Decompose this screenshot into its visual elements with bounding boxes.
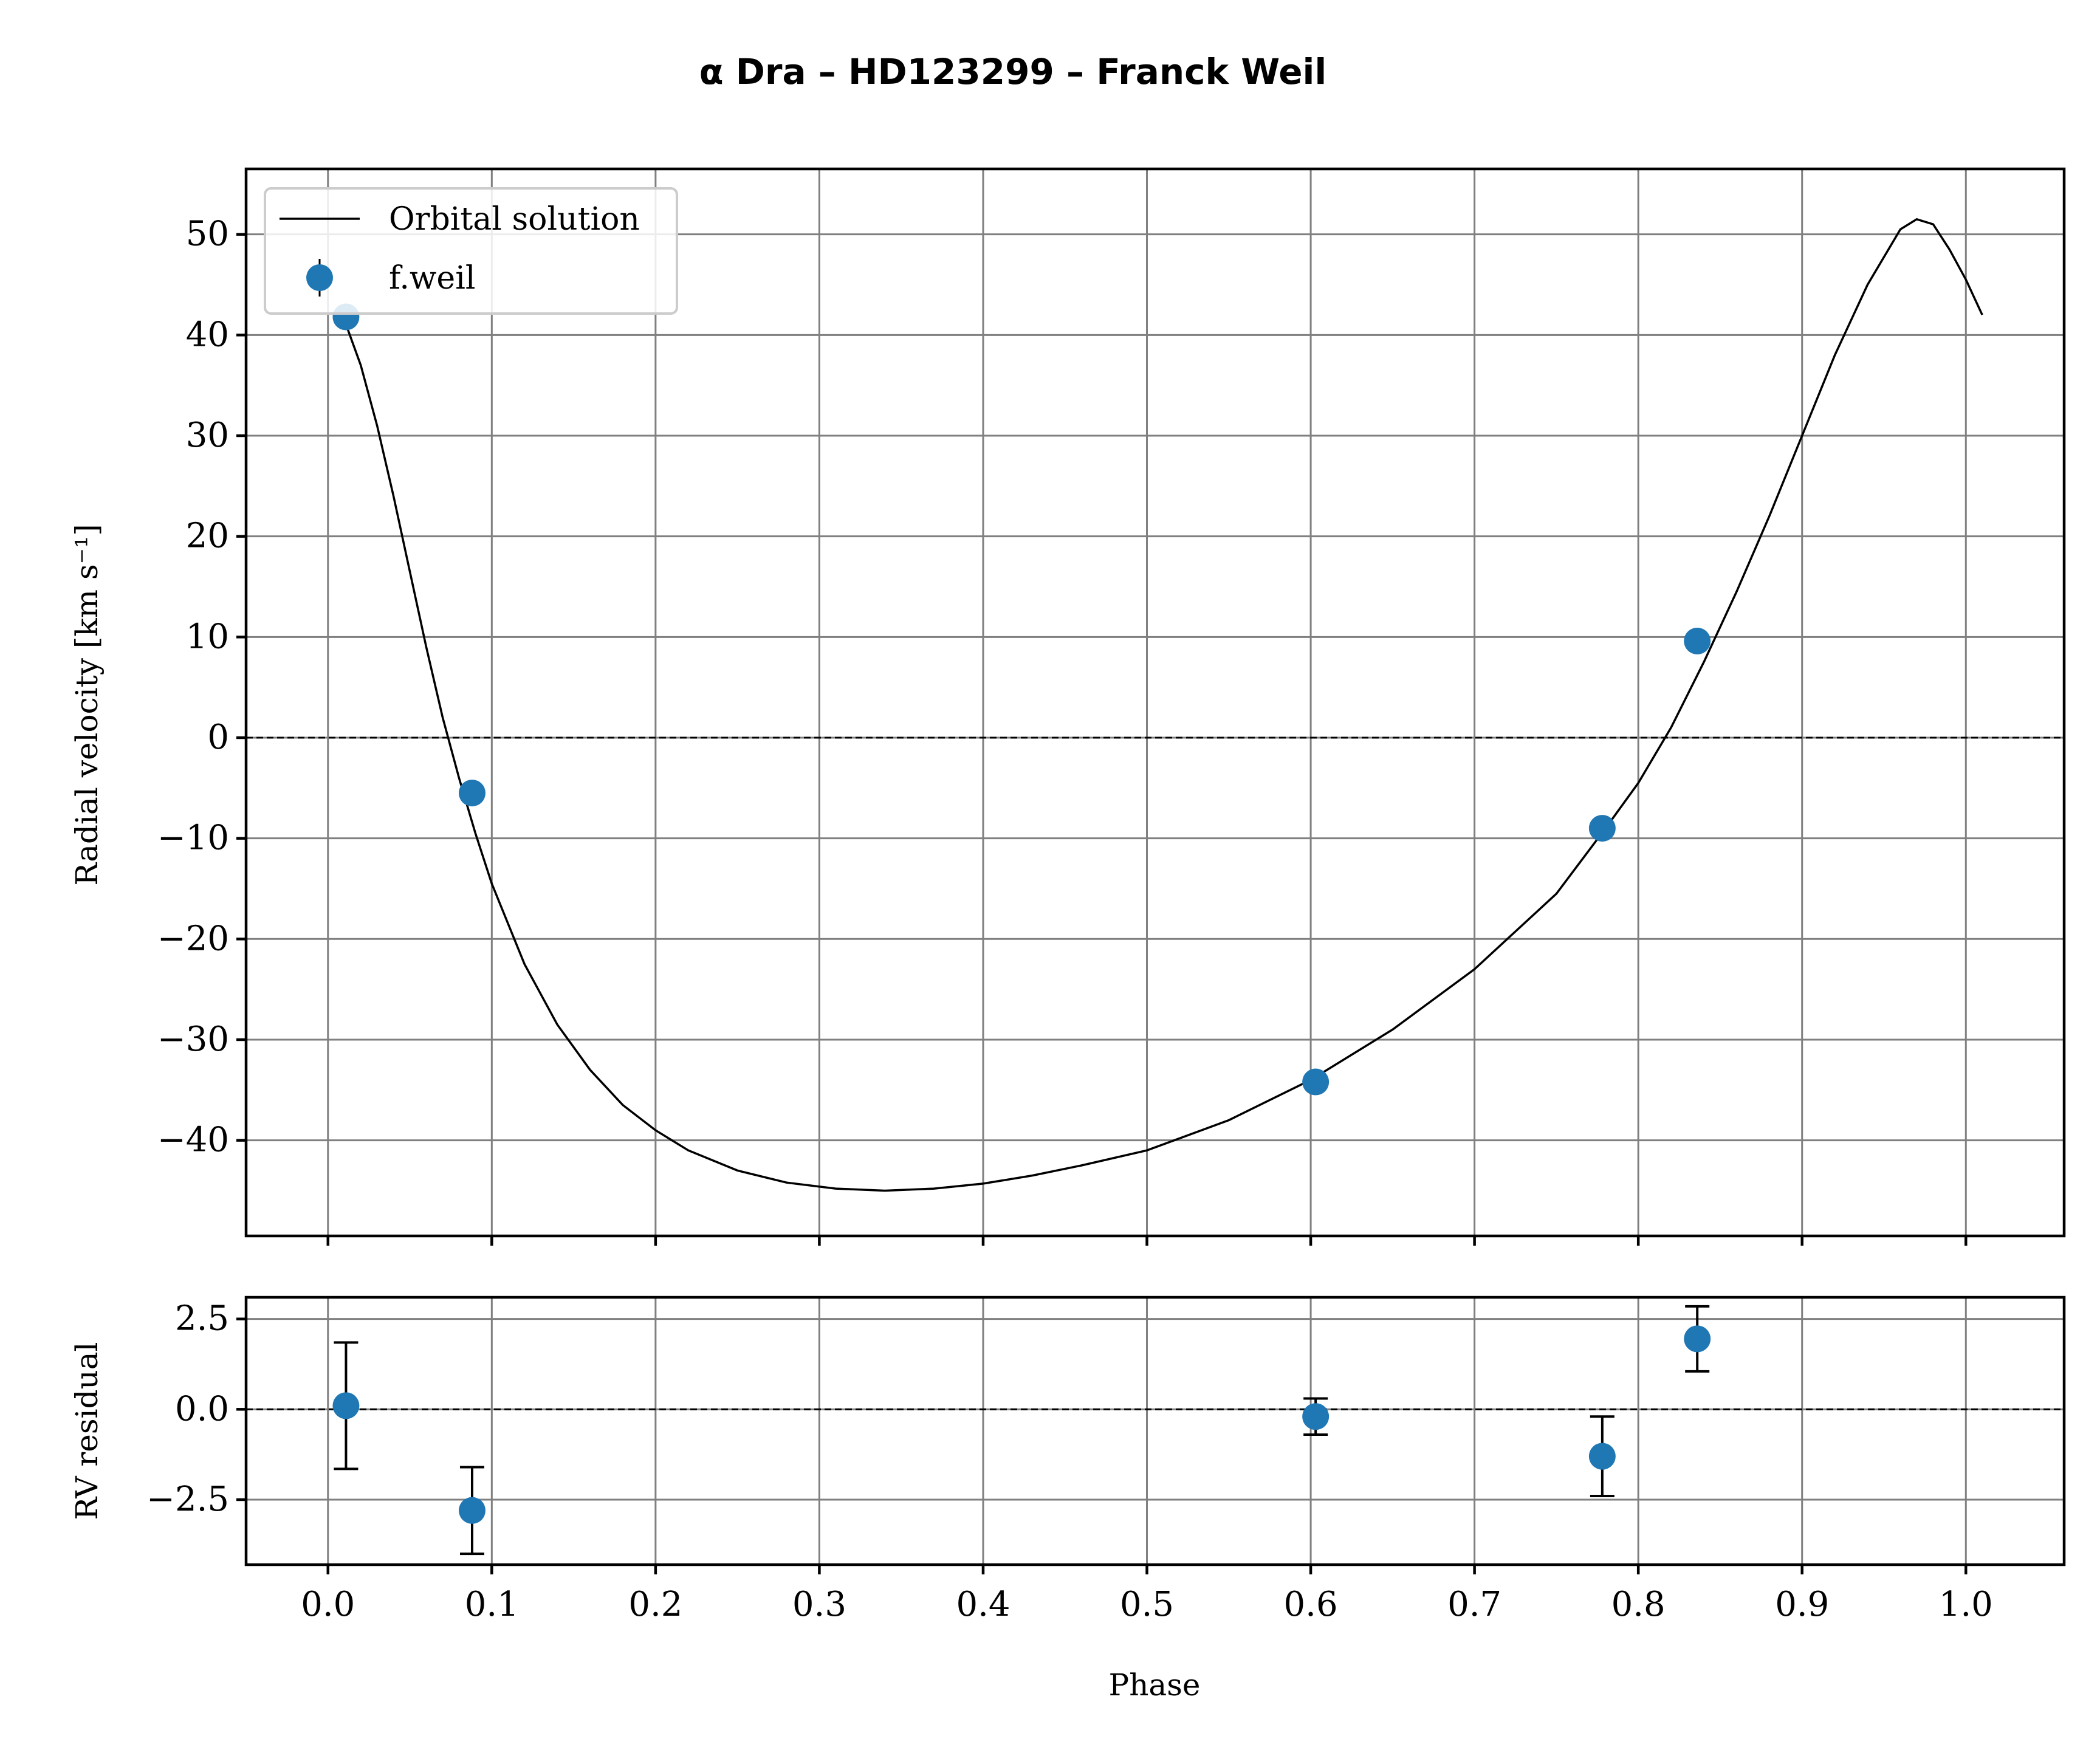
- orbital-solution-curve: [343, 218, 1983, 1192]
- x-tick-label: 1.0: [1939, 1585, 1993, 1624]
- legend-label: Orbital solution: [389, 201, 640, 238]
- chart-title: α Dra – HD123299 – Franck Weil: [699, 51, 1327, 92]
- residual-data-point: [458, 1497, 486, 1524]
- x-tick-label: 0.3: [792, 1585, 846, 1624]
- plot-frame: [244, 1295, 2066, 1566]
- y-tick-label: 10: [186, 617, 229, 656]
- top-y-axis-label: Radial velocity [km s⁻¹]: [69, 524, 105, 885]
- y-tick-label: 0.0: [175, 1389, 229, 1429]
- y-tick-label: 0: [207, 718, 229, 757]
- rv-data-point: [1684, 627, 1711, 654]
- bottom-y-axis-label: RV residual: [69, 1342, 105, 1520]
- x-axis-label: Phase: [1109, 1667, 1201, 1703]
- x-tick-label: 0.0: [301, 1585, 355, 1624]
- y-tick-label: −40: [157, 1120, 229, 1160]
- residual-plot: 2.5 0.0 −2.5 0.0 0.1 0.2 0.3 0.4 0.5 0.6 0.7 0.8 0.9…: [146, 1295, 2066, 1624]
- legend-marker-swatch: [306, 264, 333, 291]
- y-tick-label: 30: [186, 416, 229, 455]
- y-tick-label: −20: [157, 919, 229, 958]
- residual-data-point: [1588, 1443, 1616, 1470]
- y-tick-label: −10: [157, 818, 229, 858]
- x-tick-label: 0.7: [1447, 1585, 1501, 1624]
- x-tick-label: 0.2: [628, 1585, 682, 1624]
- radial-velocity-plot: 50 40 30 20 10 0 −10 −20 −30 −40 Orbital solution f…: [157, 167, 2066, 1246]
- y-tick-label: 20: [186, 516, 229, 556]
- y-tick-label: −2.5: [146, 1480, 229, 1519]
- y-tick-label: 2.5: [175, 1299, 229, 1339]
- rv-data-point: [1302, 1068, 1330, 1096]
- rv-data-point: [1588, 815, 1616, 842]
- x-tick-label: 0.1: [465, 1585, 519, 1624]
- residual-data-point: [1684, 1325, 1711, 1353]
- x-tick-label: 0.6: [1284, 1585, 1338, 1624]
- legend-box: [264, 187, 678, 315]
- plot-frame: [244, 167, 2066, 1238]
- residual-data-point: [332, 1392, 360, 1419]
- x-tick-label: 0.4: [956, 1585, 1010, 1624]
- x-tick-label: 0.8: [1611, 1585, 1666, 1624]
- y-tick-label: −30: [157, 1020, 229, 1059]
- y-tick-label: 40: [186, 315, 229, 354]
- y-tick-label: 50: [186, 214, 229, 254]
- rv-data-point: [458, 780, 486, 807]
- x-tick-label: 0.9: [1775, 1585, 1829, 1624]
- residual-data-point: [1302, 1403, 1330, 1430]
- x-tick-label: 0.5: [1120, 1585, 1174, 1624]
- legend-label: f.weil: [389, 260, 475, 297]
